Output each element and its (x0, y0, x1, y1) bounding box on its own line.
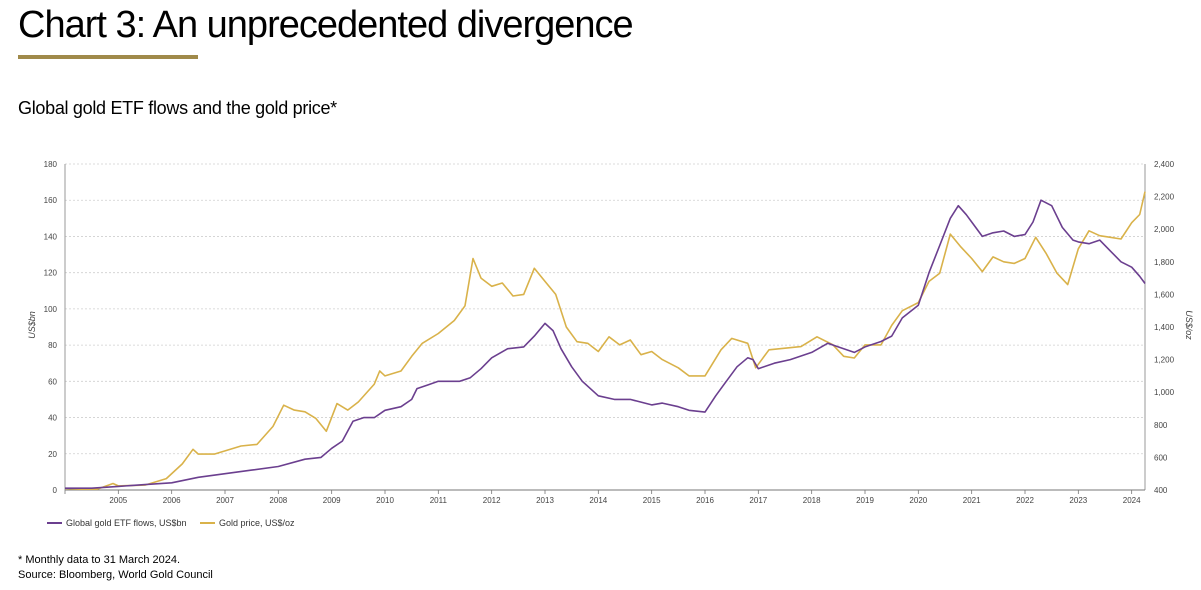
y-tick-left-label: 0 (53, 486, 58, 495)
y-tick-right-label: 800 (1154, 421, 1168, 430)
legend-label-etf: Global gold ETF flows, US$bn (66, 518, 187, 528)
chart-subtitle: Global gold ETF flows and the gold price… (18, 98, 337, 118)
x-tick-label: 2016 (696, 496, 714, 505)
y-tick-right-label: 1,000 (1154, 388, 1175, 397)
y-tick-right-label: 2,400 (1154, 160, 1175, 169)
grid-lines (65, 163, 1145, 455)
y-tick-right-label: 2,200 (1154, 193, 1175, 202)
y-tick-right-label: 600 (1154, 453, 1168, 462)
x-tick-label: 2009 (323, 496, 341, 505)
series-line-etf-flows (65, 199, 1146, 489)
x-tick-label: 2014 (589, 496, 607, 505)
x-tick-label: 2024 (1123, 496, 1141, 505)
y-tick-left-label: 40 (48, 414, 57, 423)
y-tick-right-label: 1,800 (1154, 258, 1175, 267)
chart: 0 20 40 60 80 100 120 140 160 180 400 600 800 1,000 1… (27, 160, 1194, 528)
x-tick-label: 2006 (163, 496, 181, 505)
title-underline (18, 55, 198, 59)
y-tick-right-label: 1,400 (1154, 323, 1175, 332)
y-tick-left-label: 140 (44, 232, 58, 241)
y-tick-left-label: 20 (48, 450, 57, 459)
x-tick-label: 2017 (749, 496, 767, 505)
footnote-source: Source: Bloomberg, World Gold Council (18, 569, 213, 581)
y-tick-left-label: 60 (48, 377, 57, 386)
y-axis-right-label: US$/oz (1184, 310, 1194, 340)
y-tick-left-label: 120 (44, 269, 58, 278)
x-tick-label: 2011 (430, 496, 448, 505)
axes (64, 164, 1146, 491)
x-tick-label: 2015 (643, 496, 661, 505)
x-axis-ticks: 2005 2006 2007 2008 2009 2010 2011 2012 2013 2014… (64, 490, 1141, 505)
series-line-gold-price (64, 191, 1146, 490)
x-tick-label: 2013 (536, 496, 554, 505)
x-tick-label: 2022 (1016, 496, 1034, 505)
y-axis-left-label: US$bn (27, 311, 37, 339)
y-tick-left-label: 80 (48, 341, 57, 350)
y-tick-right-label: 1,600 (1154, 290, 1175, 299)
footnote-note: * Monthly data to 31 March 2024. (18, 554, 181, 566)
x-tick-label: 2007 (216, 496, 234, 505)
legend: Global gold ETF flows, US$bn Gold price,… (47, 518, 295, 528)
y-axis-right-ticks: 400 600 800 1,000 1,200 1,400 1,600 1,800 2,000 2… (1154, 160, 1175, 495)
y-tick-left-label: 100 (44, 305, 58, 314)
x-tick-label: 2021 (963, 496, 981, 505)
x-tick-label: 2010 (376, 496, 394, 505)
y-axis-left-ticks: 0 20 40 60 80 100 120 140 160 180 (44, 160, 58, 495)
y-tick-left-label: 160 (44, 196, 58, 205)
y-tick-right-label: 2,000 (1154, 225, 1175, 234)
legend-label-gold: Gold price, US$/oz (219, 518, 295, 528)
y-tick-right-label: 1,200 (1154, 356, 1175, 365)
y-tick-left-label: 180 (44, 160, 58, 169)
x-tick-label: 2012 (483, 496, 501, 505)
x-tick-label: 2008 (269, 496, 287, 505)
x-tick-label: 2005 (109, 496, 127, 505)
x-tick-label: 2020 (909, 496, 927, 505)
footnote: * Monthly data to 31 March 2024. Source:… (18, 553, 213, 583)
x-tick-label: 2018 (803, 496, 821, 505)
page-title: Chart 3: An unprecedented divergence (18, 4, 634, 46)
y-tick-right-label: 400 (1154, 486, 1168, 495)
x-tick-label: 2019 (856, 496, 874, 505)
x-tick-label: 2023 (1069, 496, 1087, 505)
series-lines (64, 191, 1146, 490)
